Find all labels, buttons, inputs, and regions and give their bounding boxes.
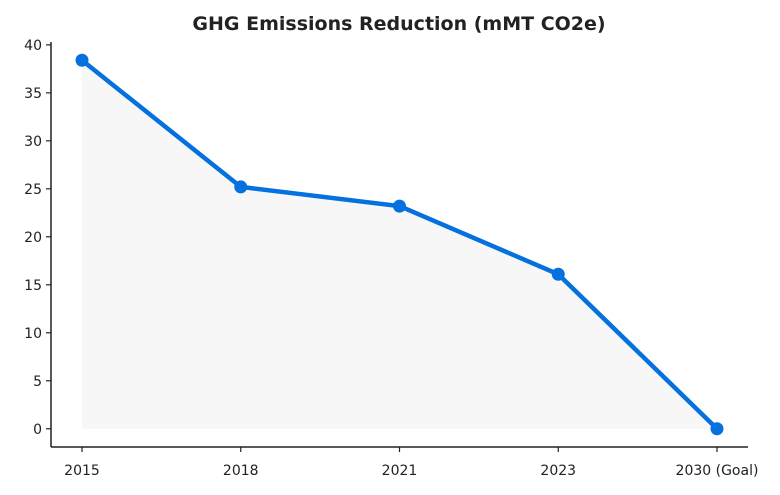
data-point: [710, 422, 724, 436]
series-layer: [75, 53, 724, 436]
data-point: [75, 53, 89, 67]
y-tick-label: 10: [24, 326, 42, 342]
x-tick-label: 2023: [540, 463, 576, 479]
y-tick-label: 25: [24, 182, 42, 198]
y-tick-label: 15: [24, 278, 42, 294]
x-tick-label: 2018: [223, 463, 259, 479]
y-tick-label: 40: [24, 38, 42, 54]
axes: 0 5 10 15 20 25 30 35 40 2015 2018 2021 2023 2030 (Go…: [24, 38, 758, 479]
y-tick-label: 20: [24, 230, 42, 246]
data-point: [393, 199, 406, 213]
data-point: [234, 180, 248, 194]
x-tick-label: 2015: [64, 463, 100, 479]
y-tick-label: 35: [24, 86, 42, 102]
y-tick-label: 5: [33, 374, 42, 390]
chart-title: GHG Emissions Reduction (mMT CO2e): [192, 13, 605, 35]
x-tick-label: 2030 (Goal): [676, 463, 759, 479]
y-tick-label: 0: [33, 422, 42, 438]
area-fill: [82, 60, 717, 429]
x-tick-label: 2021: [382, 463, 418, 479]
y-tick-label: 30: [24, 134, 42, 150]
data-point: [551, 267, 565, 281]
area-layer: [82, 60, 717, 429]
